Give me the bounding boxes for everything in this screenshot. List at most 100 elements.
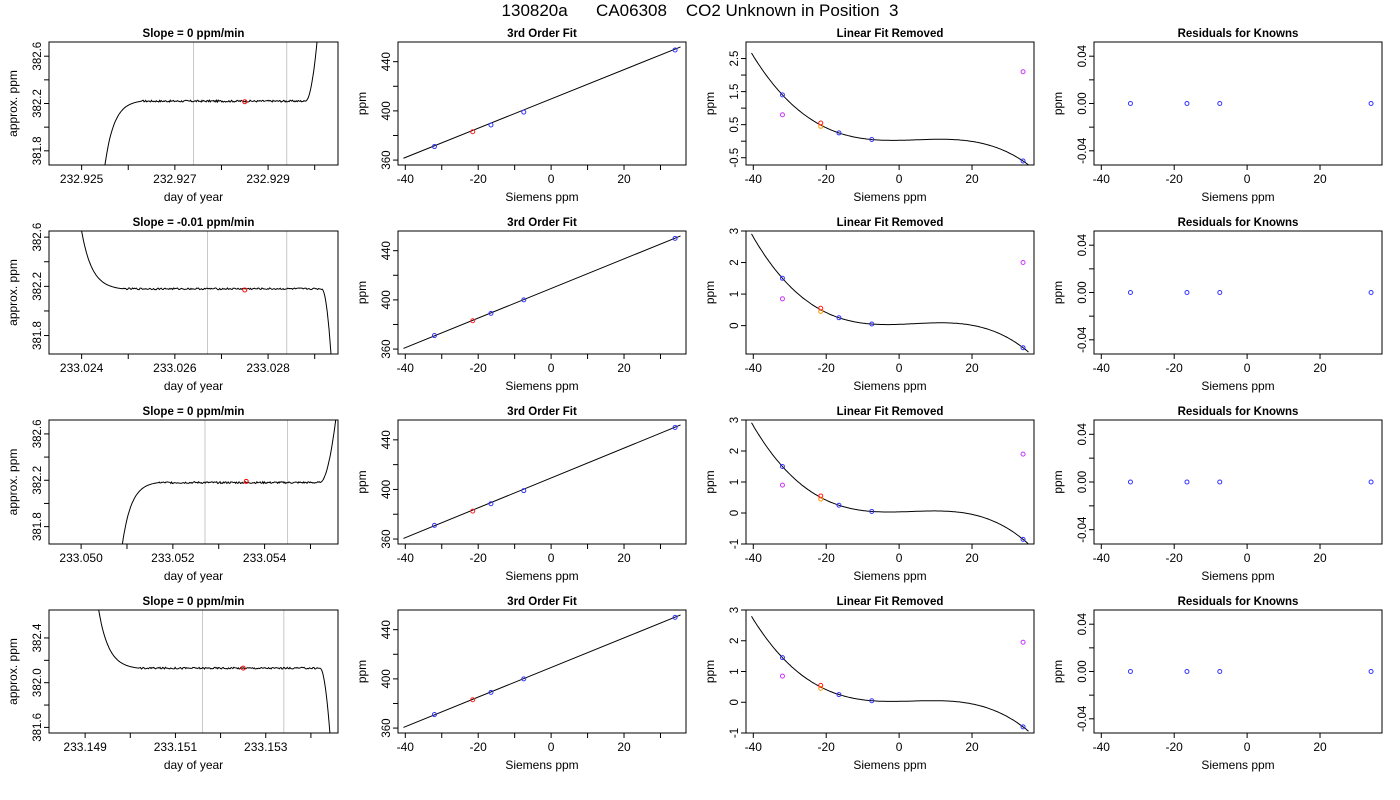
blue-point	[488, 501, 494, 507]
chart-title: Slope = -0.01 ppm/min	[133, 217, 255, 229]
plot-area	[1127, 290, 1374, 295]
y-tick-label: 440	[381, 52, 393, 71]
x-tick-label: -40	[745, 361, 763, 375]
y-axis-label: ppm	[1051, 470, 1065, 493]
blue-point	[488, 310, 494, 316]
plot-area	[81, 231, 332, 354]
plot-area	[121, 420, 337, 544]
x-tick-label: -40	[1093, 740, 1111, 754]
chart-title: 3rd Order Fit	[507, 28, 577, 40]
chart-panel-15: Linear Fit Removed Siemens ppm ppm -40 -20 0 2…	[703, 596, 1035, 772]
blue-point	[1217, 479, 1223, 485]
y-tick-label: 382.0	[32, 668, 44, 697]
x-tick-label: 0	[548, 172, 555, 186]
chart-panel-12: Residuals for Knowns Siemens ppm ppm -40 -20…	[1051, 406, 1383, 583]
y-tick-label: 0.04	[1077, 612, 1089, 635]
x-tick-label: 20	[617, 361, 631, 375]
x-tick-label: 0	[548, 551, 555, 565]
y-tick-label: 0.00	[1077, 660, 1089, 682]
x-tick-label: 20	[965, 361, 979, 375]
y-tick-label: 1	[729, 668, 741, 674]
red-point	[818, 682, 824, 688]
blue-point	[836, 315, 842, 321]
blue-point	[779, 464, 785, 469]
blue-point	[779, 275, 785, 281]
y-tick-label: 0.04	[1077, 423, 1089, 446]
magenta-point	[779, 482, 785, 488]
x-tick-label: -20	[470, 740, 488, 754]
plot-area	[403, 424, 681, 539]
x-tick-label: -40	[397, 172, 415, 186]
blue-point	[1368, 290, 1374, 295]
blue-point	[836, 692, 842, 698]
x-tick-label: 0	[896, 361, 903, 375]
y-tick-label: 0.04	[1077, 44, 1089, 67]
chart-title: Linear Fit Removed	[837, 217, 944, 229]
chart-panel-9: Slope = 0 ppm/min day of year approx. ppm 2…	[6, 406, 339, 583]
x-tick-label: 0	[1244, 172, 1251, 186]
page-title: 130820a CA06308 CO2 Unknown in Position …	[501, 1, 899, 20]
plot-frame	[745, 609, 1035, 734]
blue-point	[431, 522, 437, 528]
blue-point	[869, 698, 875, 704]
plot-area	[751, 616, 1029, 732]
mean-point	[243, 478, 249, 484]
fit-line	[403, 424, 681, 539]
y-tick-label: -0.04	[1077, 705, 1089, 732]
x-tick-label: 20	[965, 740, 979, 754]
plot-area	[751, 233, 1029, 353]
blue-point	[779, 655, 785, 661]
y-tick-label: 360	[381, 529, 393, 548]
x-tick-label: 20	[1313, 551, 1327, 565]
orange-point	[818, 123, 824, 129]
red-point	[470, 697, 476, 703]
x-tick-label: -40	[1093, 551, 1111, 565]
x-tick-label: 20	[965, 172, 979, 186]
x-tick-label: 233.153	[244, 740, 288, 754]
fit-curve	[751, 616, 1029, 732]
blue-point	[1217, 101, 1223, 106]
x-tick-label: 20	[617, 740, 631, 754]
chart-title: Residuals for Knowns	[1178, 596, 1299, 608]
y-axis-label: ppm	[703, 470, 717, 493]
x-tick-label: -20	[470, 172, 488, 186]
plot-area	[403, 46, 681, 159]
plot-area	[751, 422, 1029, 544]
y-tick-label: -1	[729, 728, 741, 738]
plot-frame	[397, 230, 687, 355]
y-axis-label: ppm	[355, 470, 369, 493]
x-tick-label: -20	[818, 172, 836, 186]
x-tick-label: 0	[896, 172, 903, 186]
mean-point	[240, 665, 246, 671]
y-tick-label: 2	[729, 259, 741, 265]
blue-point	[1184, 101, 1190, 106]
blue-point	[521, 488, 527, 494]
plot-area	[403, 614, 681, 728]
x-tick-label: 232.925	[60, 172, 104, 186]
y-tick-label: 360	[381, 339, 393, 358]
x-tick-label: 20	[1313, 740, 1327, 754]
y-axis-label: ppm	[1051, 281, 1065, 304]
magenta-point	[1020, 639, 1026, 645]
y-tick-label: 382.6	[32, 420, 44, 449]
x-tick-label: 233.024	[60, 361, 104, 375]
blue-point	[1184, 669, 1190, 674]
x-tick-label: -20	[1166, 551, 1184, 565]
y-tick-label: 440	[381, 620, 393, 639]
y-tick-label: -0.04	[1077, 137, 1089, 164]
blue-point	[1127, 290, 1133, 295]
blue-point	[1184, 290, 1190, 295]
blue-point	[1217, 669, 1223, 674]
magenta-point	[779, 296, 785, 302]
concentration-trace	[104, 42, 318, 165]
x-axis-label: day of year	[164, 379, 223, 393]
fit-curve	[751, 422, 1029, 544]
y-axis-label: ppm	[355, 660, 369, 683]
x-axis-label: day of year	[164, 758, 223, 772]
x-axis-label: Siemens ppm	[1201, 758, 1274, 772]
x-tick-label: 233.149	[63, 740, 107, 754]
plot-frame	[48, 419, 339, 545]
blue-point	[1127, 101, 1133, 106]
chart-title: 3rd Order Fit	[507, 217, 577, 229]
x-tick-label: 233.052	[151, 551, 195, 565]
